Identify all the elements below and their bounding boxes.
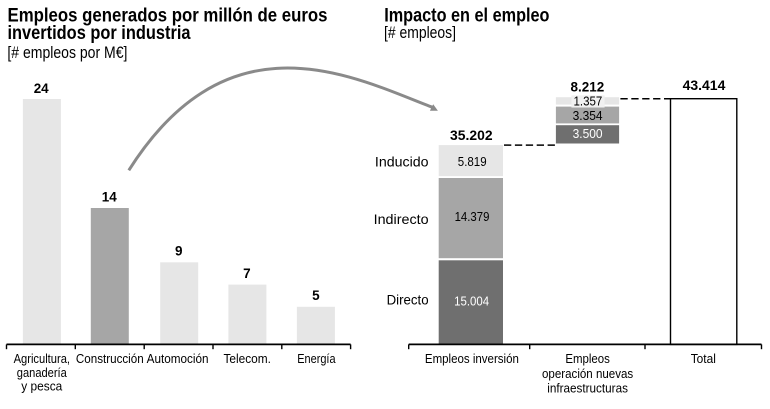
svg-text:35.202: 35.202 — [450, 127, 493, 143]
svg-text:9: 9 — [175, 244, 183, 259]
svg-text:Empleos generados por millón d: Empleos generados por millón de euros — [8, 6, 328, 27]
svg-text:1.357: 1.357 — [574, 95, 603, 109]
svg-text:operación nuevas: operación nuevas — [542, 366, 634, 381]
svg-text:5.819: 5.819 — [458, 155, 487, 169]
svg-text:Indirecto: Indirecto — [374, 211, 429, 227]
svg-text:[# empleos por M€]: [# empleos por M€] — [7, 44, 127, 62]
svg-text:5: 5 — [312, 288, 320, 303]
svg-text:Automoción: Automoción — [147, 351, 209, 366]
svg-text:43.414: 43.414 — [683, 77, 726, 93]
svg-text:ganadería: ganadería — [17, 365, 68, 380]
svg-text:Directo: Directo — [387, 291, 429, 307]
svg-text:y pesca: y pesca — [21, 379, 63, 394]
svg-text:Construcción: Construcción — [76, 351, 144, 366]
svg-text:Empleos inversión: Empleos inversión — [425, 351, 519, 366]
svg-text:8.212: 8.212 — [571, 79, 605, 94]
svg-text:Empleos: Empleos — [565, 351, 610, 366]
svg-text:15.004: 15.004 — [454, 295, 489, 309]
svg-text:24: 24 — [34, 81, 49, 96]
svg-text:[# empleos]: [# empleos] — [384, 24, 456, 42]
svg-text:infraestructuras: infraestructuras — [547, 380, 628, 395]
svg-text:14: 14 — [102, 189, 117, 204]
svg-text:invertidos por industria: invertidos por industria — [8, 23, 191, 44]
svg-text:7: 7 — [243, 266, 251, 281]
svg-text:Agricultura,: Agricultura, — [14, 351, 70, 366]
svg-text:3.500: 3.500 — [573, 127, 603, 141]
svg-text:Telecom.: Telecom. — [223, 351, 271, 366]
svg-text:3.354: 3.354 — [573, 109, 603, 123]
svg-text:14.379: 14.379 — [455, 210, 490, 224]
svg-text:Inducido: Inducido — [375, 154, 429, 170]
svg-text:Impacto en el empleo: Impacto en el empleo — [384, 6, 549, 27]
svg-text:Total: Total — [691, 351, 716, 366]
svg-text:Energía: Energía — [297, 351, 336, 366]
